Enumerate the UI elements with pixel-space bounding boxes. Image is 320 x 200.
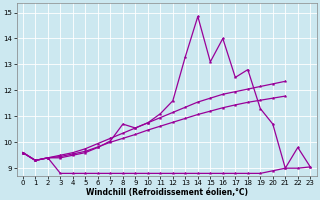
X-axis label: Windchill (Refroidissement éolien,°C): Windchill (Refroidissement éolien,°C) <box>85 188 248 197</box>
